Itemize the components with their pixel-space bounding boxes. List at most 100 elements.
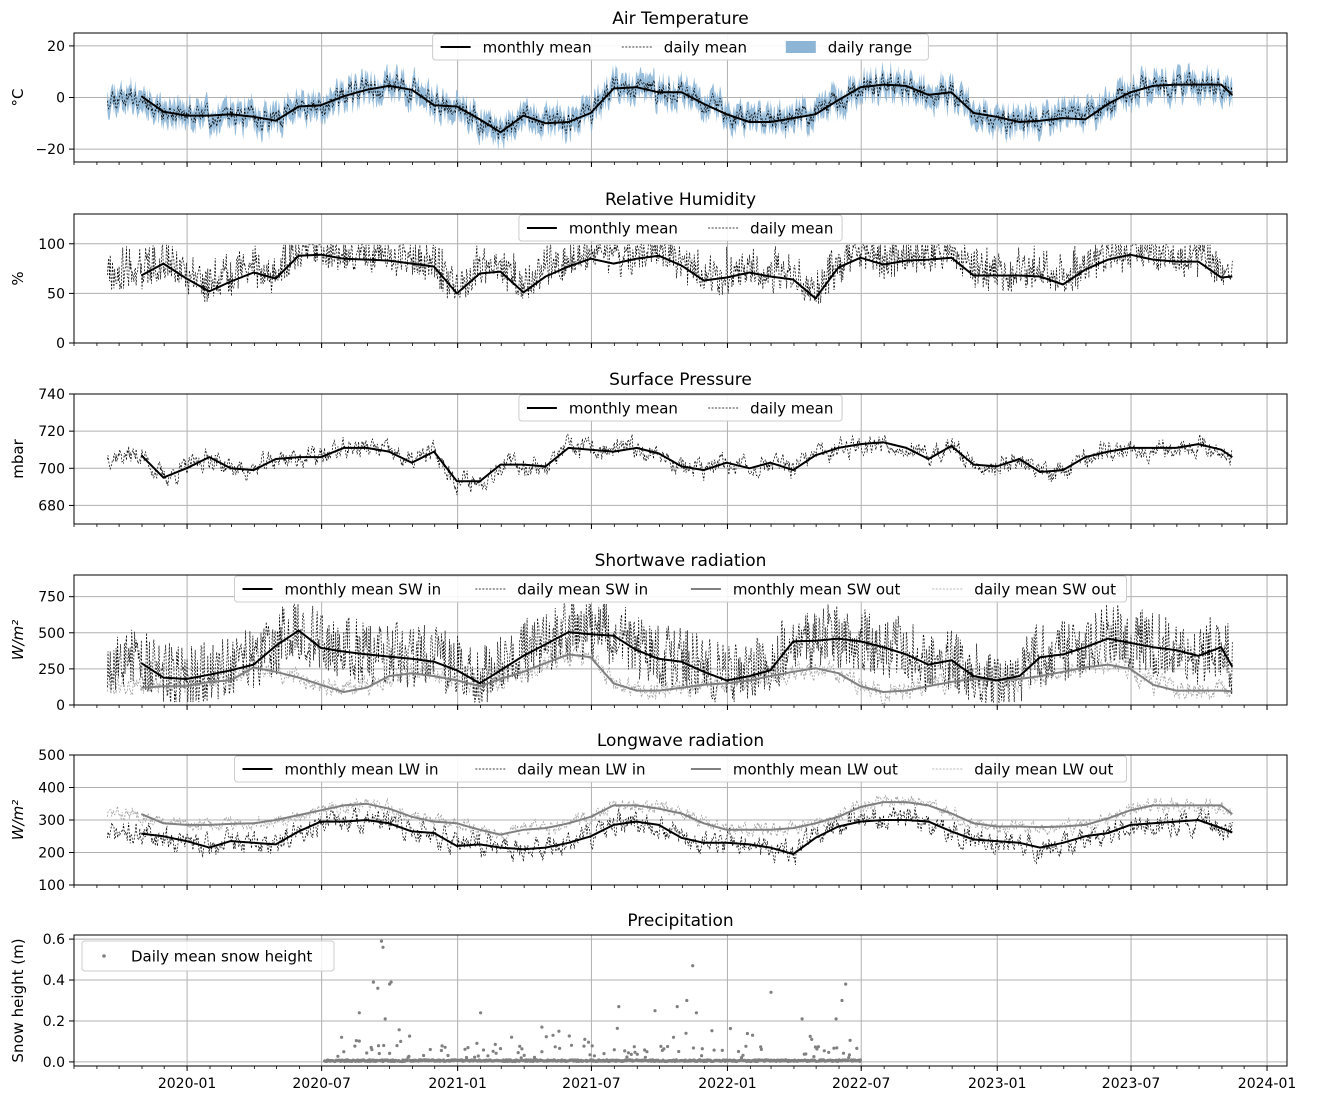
snow-point (354, 1039, 358, 1043)
snow-point (841, 1051, 846, 1055)
snow-point (822, 1049, 826, 1053)
snow-point (357, 1039, 361, 1043)
x-tick-label: 2022-07 (832, 1076, 891, 1092)
snow-point (590, 1044, 594, 1048)
snow-point (834, 1017, 838, 1021)
y-tick-label: 720 (38, 424, 65, 440)
x-tick-label: 2023-01 (968, 1076, 1027, 1092)
snow-point (476, 1054, 480, 1058)
snow-point (371, 980, 375, 984)
snow-point (808, 1034, 812, 1038)
y-tick-label: 680 (38, 498, 65, 514)
snow-point (518, 1044, 522, 1048)
panel-title: Relative Humidity (605, 190, 756, 210)
y-tick-label: 20 (47, 39, 65, 55)
panel-4: Shortwave radiation 0 250 500 750 W/m² monthly… (9, 551, 1288, 714)
snow-point (684, 1031, 688, 1035)
snow-point (422, 1053, 426, 1058)
y-tick-label: 0 (56, 698, 65, 714)
snow-point (475, 1041, 479, 1045)
panel-title: Precipitation (627, 911, 733, 931)
snow-point (812, 1055, 816, 1059)
legend-label: daily mean SW out (974, 581, 1116, 599)
snow-point (486, 1054, 490, 1058)
legend-label: daily mean LW out (974, 761, 1113, 779)
snow-point (643, 1048, 647, 1052)
snow-point (617, 1005, 621, 1009)
snow-point (685, 998, 689, 1003)
y-axis-label: W/m² (9, 620, 27, 661)
y-tick-label: 250 (38, 662, 65, 678)
snow-point (557, 1029, 561, 1033)
y-axis-label: W/m² (9, 800, 27, 841)
snow-point (463, 1047, 467, 1051)
monthly-mean-line (141, 653, 1233, 693)
legend-box (518, 214, 843, 242)
snow-point (847, 1056, 851, 1060)
snow-point (662, 1047, 666, 1051)
legend: monthly mean daily mean daily range (432, 33, 929, 61)
snow-point (397, 1028, 401, 1032)
legend-label: monthly mean (569, 220, 678, 238)
snow-point (519, 1056, 523, 1060)
snow-point (840, 998, 844, 1003)
snow-point (407, 1054, 411, 1058)
x-tick-label: 2020-07 (292, 1076, 351, 1092)
snow-point (745, 1031, 750, 1036)
snow-point (365, 1051, 369, 1055)
monthly-mean-line (140, 801, 1233, 836)
snow-point (632, 1045, 636, 1049)
daily-mean-line (106, 603, 1233, 703)
snow-point (353, 1044, 357, 1048)
snow-point (633, 1050, 637, 1054)
snow-point (855, 1046, 859, 1050)
y-tick-label: 100 (38, 878, 65, 894)
snow-point (428, 1047, 432, 1052)
snow-point (804, 1052, 808, 1056)
legend-label: monthly mean SW out (733, 581, 901, 599)
snow-point (858, 1058, 863, 1062)
legend-label: monthly mean SW in (285, 581, 442, 599)
legend-label: daily range (828, 39, 912, 57)
snow-point (835, 1046, 839, 1050)
legend-box (432, 33, 929, 61)
snow-point (443, 1045, 447, 1049)
y-axis-label: mbar (9, 438, 27, 478)
panel-title: Longwave radiation (597, 731, 764, 751)
snow-point (629, 1052, 633, 1056)
snow-point (379, 939, 384, 943)
y-tick-label: 100 (38, 237, 65, 253)
snow-point (440, 1044, 444, 1048)
snow-point (553, 1045, 557, 1049)
snow-point (582, 1044, 586, 1048)
snow-point (626, 1051, 631, 1055)
daily-mean-line (106, 806, 1233, 866)
snow-point (382, 1043, 386, 1048)
snow-point (439, 1048, 443, 1053)
snow-point (520, 1047, 524, 1051)
snow-point (846, 1059, 850, 1063)
daily-mean-line-2 (106, 794, 1233, 843)
y-tick-label: 300 (38, 813, 65, 829)
snow-point (464, 1055, 469, 1060)
snow-point (342, 1050, 346, 1054)
y-tick-label: 500 (38, 626, 65, 642)
snow-point (340, 1035, 344, 1039)
snow-point (491, 1049, 495, 1053)
snow-point (383, 1017, 387, 1021)
snow-point (522, 1053, 526, 1057)
y-axis-label: % (9, 271, 27, 285)
legend-label: daily mean (664, 39, 747, 57)
legend-box (518, 394, 843, 422)
y-tick-label: 0.2 (43, 1014, 65, 1030)
monthly-mean-line (140, 253, 1233, 300)
snow-point (592, 1054, 597, 1058)
snow-point (388, 1051, 392, 1055)
snow-point (481, 1048, 486, 1052)
snow-point (645, 1050, 649, 1054)
snow-point (659, 1044, 663, 1048)
snow-point (827, 1050, 831, 1054)
snow-point (720, 1048, 724, 1052)
snow-point (666, 1044, 670, 1049)
snow-point (832, 1046, 836, 1050)
